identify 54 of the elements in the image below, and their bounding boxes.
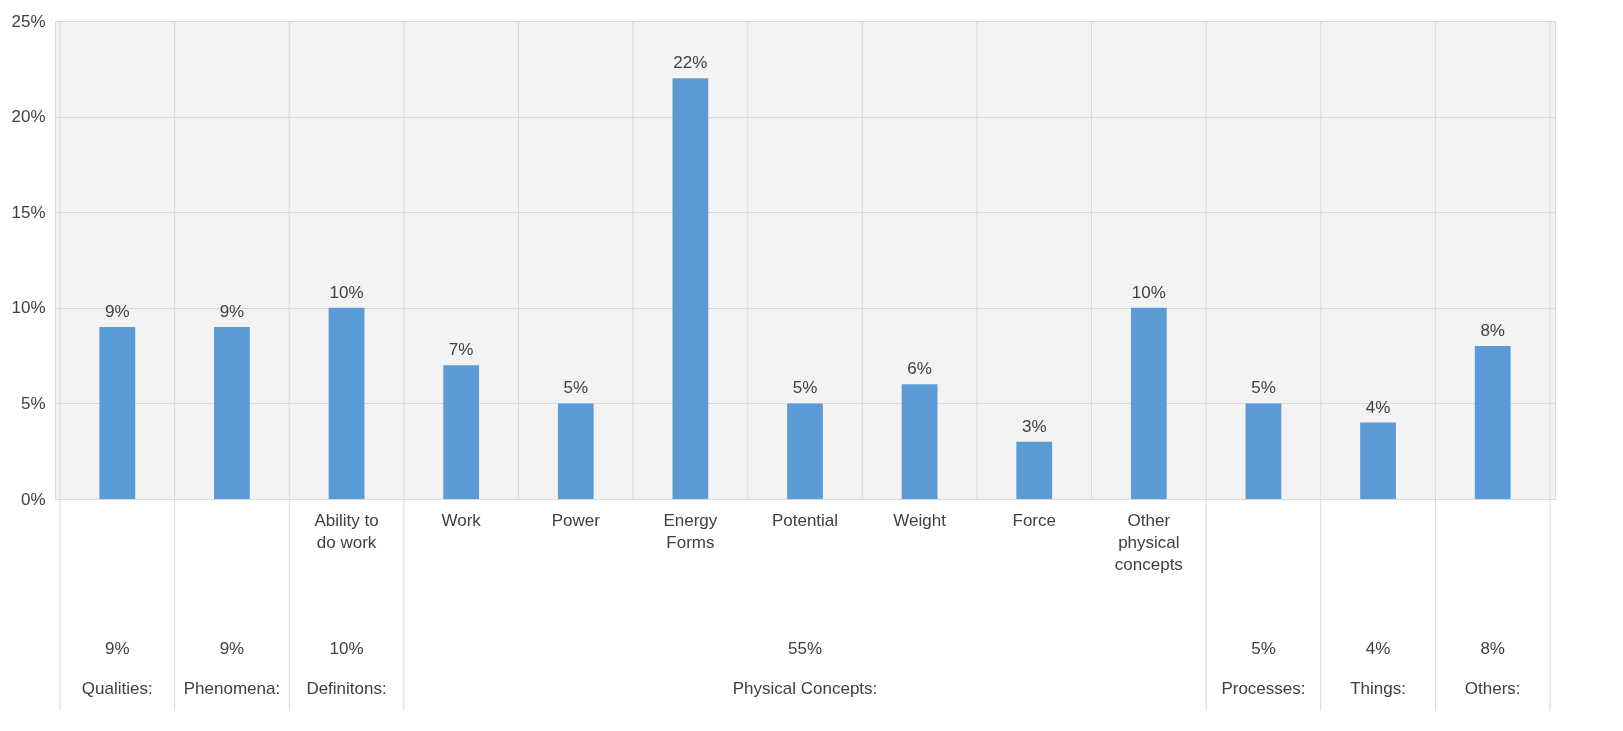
text: 8%: [1480, 639, 1505, 658]
data-label: 3%: [1021, 416, 1047, 436]
bar: [99, 326, 136, 499]
text: Qualities:: [81, 679, 153, 698]
text: Phenomena:: [183, 679, 281, 698]
data-label: 7%: [448, 340, 474, 360]
y-tick-label: 10%: [11, 298, 46, 318]
data-label: 8%: [1480, 321, 1505, 341]
text: 9%: [105, 639, 130, 658]
data-label: 5%: [563, 378, 589, 398]
x-tick-label: Potential: [771, 511, 839, 530]
data-label: 5%: [1251, 378, 1276, 398]
text: 10%: [329, 639, 364, 658]
x-tick-label: Other physical concepts: [1114, 511, 1183, 574]
x-tick-label: Energy Forms: [663, 511, 718, 552]
data-label: 22%: [673, 53, 708, 73]
y-tick-label: 20%: [11, 107, 46, 127]
bar: [557, 403, 594, 499]
bar: [1474, 346, 1511, 499]
x-tick-label: Force: [1012, 511, 1056, 530]
y-tick-label: 0%: [20, 489, 46, 509]
text: 55%: [787, 639, 823, 658]
bar: [214, 326, 250, 499]
data-label: 10%: [1131, 282, 1166, 302]
y-tick-label: 5%: [20, 393, 46, 413]
text: 5%: [1251, 639, 1276, 658]
data-label: 9%: [105, 301, 130, 321]
x-tick-label: Ability to do work: [314, 511, 379, 552]
text: Others:: [1464, 679, 1521, 698]
bar: [1016, 441, 1053, 499]
text: 4%: [1365, 639, 1391, 658]
x-tick-label: Weight: [893, 511, 947, 530]
data-label: 6%: [907, 359, 932, 379]
bar: [901, 384, 938, 499]
text: 9%: [219, 639, 245, 658]
y-tick-label: 25%: [11, 11, 46, 31]
x-tick-label: Power: [551, 511, 601, 530]
data-label: 5%: [792, 378, 818, 398]
bar: [672, 78, 709, 499]
data-label: 4%: [1365, 397, 1391, 417]
bar: [443, 365, 480, 499]
bar: [1130, 307, 1167, 499]
bar: [1245, 403, 1282, 499]
bar: [787, 403, 823, 499]
text: Things:: [1350, 679, 1406, 698]
text: Processes:: [1221, 679, 1306, 698]
bar: [328, 307, 365, 499]
x-tick-label: Work: [441, 511, 482, 530]
data-label: 9%: [219, 301, 245, 321]
y-tick-label: 15%: [11, 202, 46, 222]
data-label: 10%: [329, 282, 364, 302]
text: Definitons:: [306, 679, 387, 698]
bar: [1360, 422, 1396, 499]
text: Physical Concepts:: [732, 679, 878, 698]
